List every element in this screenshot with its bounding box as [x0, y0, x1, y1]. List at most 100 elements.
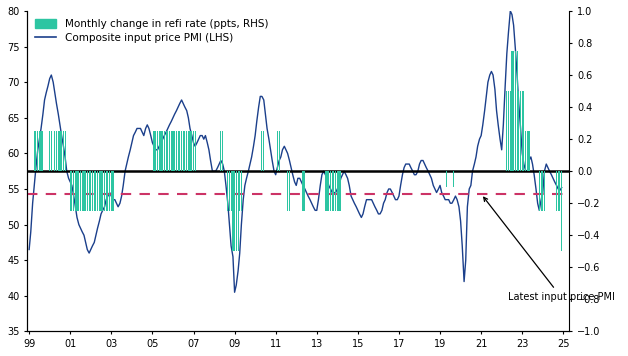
Bar — [337, 171, 338, 211]
Bar — [232, 171, 234, 251]
Bar — [527, 131, 528, 171]
Bar — [100, 171, 102, 211]
Bar — [556, 171, 557, 211]
Bar — [220, 131, 222, 171]
Bar — [95, 171, 97, 211]
Bar — [87, 171, 88, 211]
Bar — [70, 171, 71, 211]
Bar — [193, 131, 194, 171]
Bar — [51, 131, 52, 171]
Bar — [541, 171, 542, 211]
Bar — [518, 91, 519, 171]
Bar — [40, 131, 41, 171]
Bar — [54, 131, 55, 171]
Bar — [34, 131, 35, 171]
Bar — [107, 171, 109, 211]
Bar — [183, 131, 184, 171]
Bar — [63, 131, 64, 171]
Bar — [508, 91, 509, 171]
Bar — [230, 171, 232, 211]
Bar — [520, 91, 521, 171]
Bar — [166, 131, 167, 171]
Bar — [513, 51, 514, 171]
Bar — [75, 171, 76, 211]
Bar — [80, 171, 81, 211]
Bar — [453, 171, 455, 187]
Bar — [289, 171, 290, 211]
Bar — [35, 131, 36, 171]
Bar — [287, 171, 288, 211]
Bar — [90, 171, 91, 211]
Bar — [528, 131, 529, 171]
Bar — [157, 131, 158, 171]
Bar — [181, 131, 182, 171]
Bar — [333, 171, 334, 211]
Bar — [78, 171, 79, 211]
Bar — [184, 131, 185, 171]
Bar — [222, 131, 223, 171]
Bar — [544, 171, 545, 211]
Bar — [335, 171, 336, 211]
Bar — [73, 171, 74, 211]
Bar — [510, 91, 511, 171]
Bar — [99, 171, 100, 211]
Bar — [236, 171, 237, 251]
Bar — [561, 171, 562, 251]
Bar — [188, 131, 189, 171]
Bar — [159, 131, 160, 171]
Bar — [229, 171, 230, 211]
Bar — [227, 171, 229, 211]
Bar — [104, 171, 105, 211]
Bar — [327, 171, 328, 211]
Bar — [525, 131, 526, 171]
Bar — [332, 171, 333, 211]
Legend: Monthly change in refi rate (ppts, RHS), Composite input price PMI (LHS): Monthly change in refi rate (ppts, RHS),… — [32, 16, 271, 47]
Bar — [58, 131, 59, 171]
Bar — [325, 171, 326, 211]
Bar — [241, 171, 242, 211]
Bar — [61, 131, 62, 171]
Text: Latest input price PMI: Latest input price PMI — [484, 197, 615, 302]
Bar — [111, 171, 112, 211]
Bar — [261, 131, 263, 171]
Bar — [56, 131, 57, 171]
Bar — [506, 91, 507, 171]
Bar — [42, 131, 43, 171]
Bar — [511, 51, 512, 171]
Bar — [82, 171, 83, 211]
Bar — [340, 171, 342, 211]
Bar — [237, 171, 239, 251]
Bar — [112, 171, 114, 211]
Bar — [176, 131, 177, 171]
Bar — [167, 131, 168, 171]
Bar — [106, 171, 107, 211]
Bar — [239, 171, 241, 211]
Bar — [85, 171, 86, 211]
Bar — [179, 131, 180, 171]
Bar — [542, 171, 543, 211]
Bar — [263, 131, 264, 171]
Bar — [77, 171, 78, 211]
Bar — [338, 171, 340, 211]
Bar — [330, 171, 331, 211]
Bar — [162, 131, 163, 171]
Bar — [186, 131, 187, 171]
Bar — [539, 171, 540, 211]
Bar — [65, 131, 66, 171]
Bar — [92, 171, 93, 211]
Bar — [153, 131, 154, 171]
Bar — [97, 171, 98, 211]
Bar — [277, 131, 278, 171]
Bar — [49, 131, 50, 171]
Bar — [155, 131, 156, 171]
Bar — [558, 171, 559, 211]
Bar — [195, 131, 196, 171]
Bar — [523, 91, 524, 171]
Bar — [102, 171, 103, 211]
Bar — [84, 171, 85, 211]
Bar — [174, 131, 175, 171]
Bar — [94, 171, 95, 211]
Bar — [164, 131, 165, 171]
Bar — [109, 171, 111, 211]
Bar — [39, 131, 40, 171]
